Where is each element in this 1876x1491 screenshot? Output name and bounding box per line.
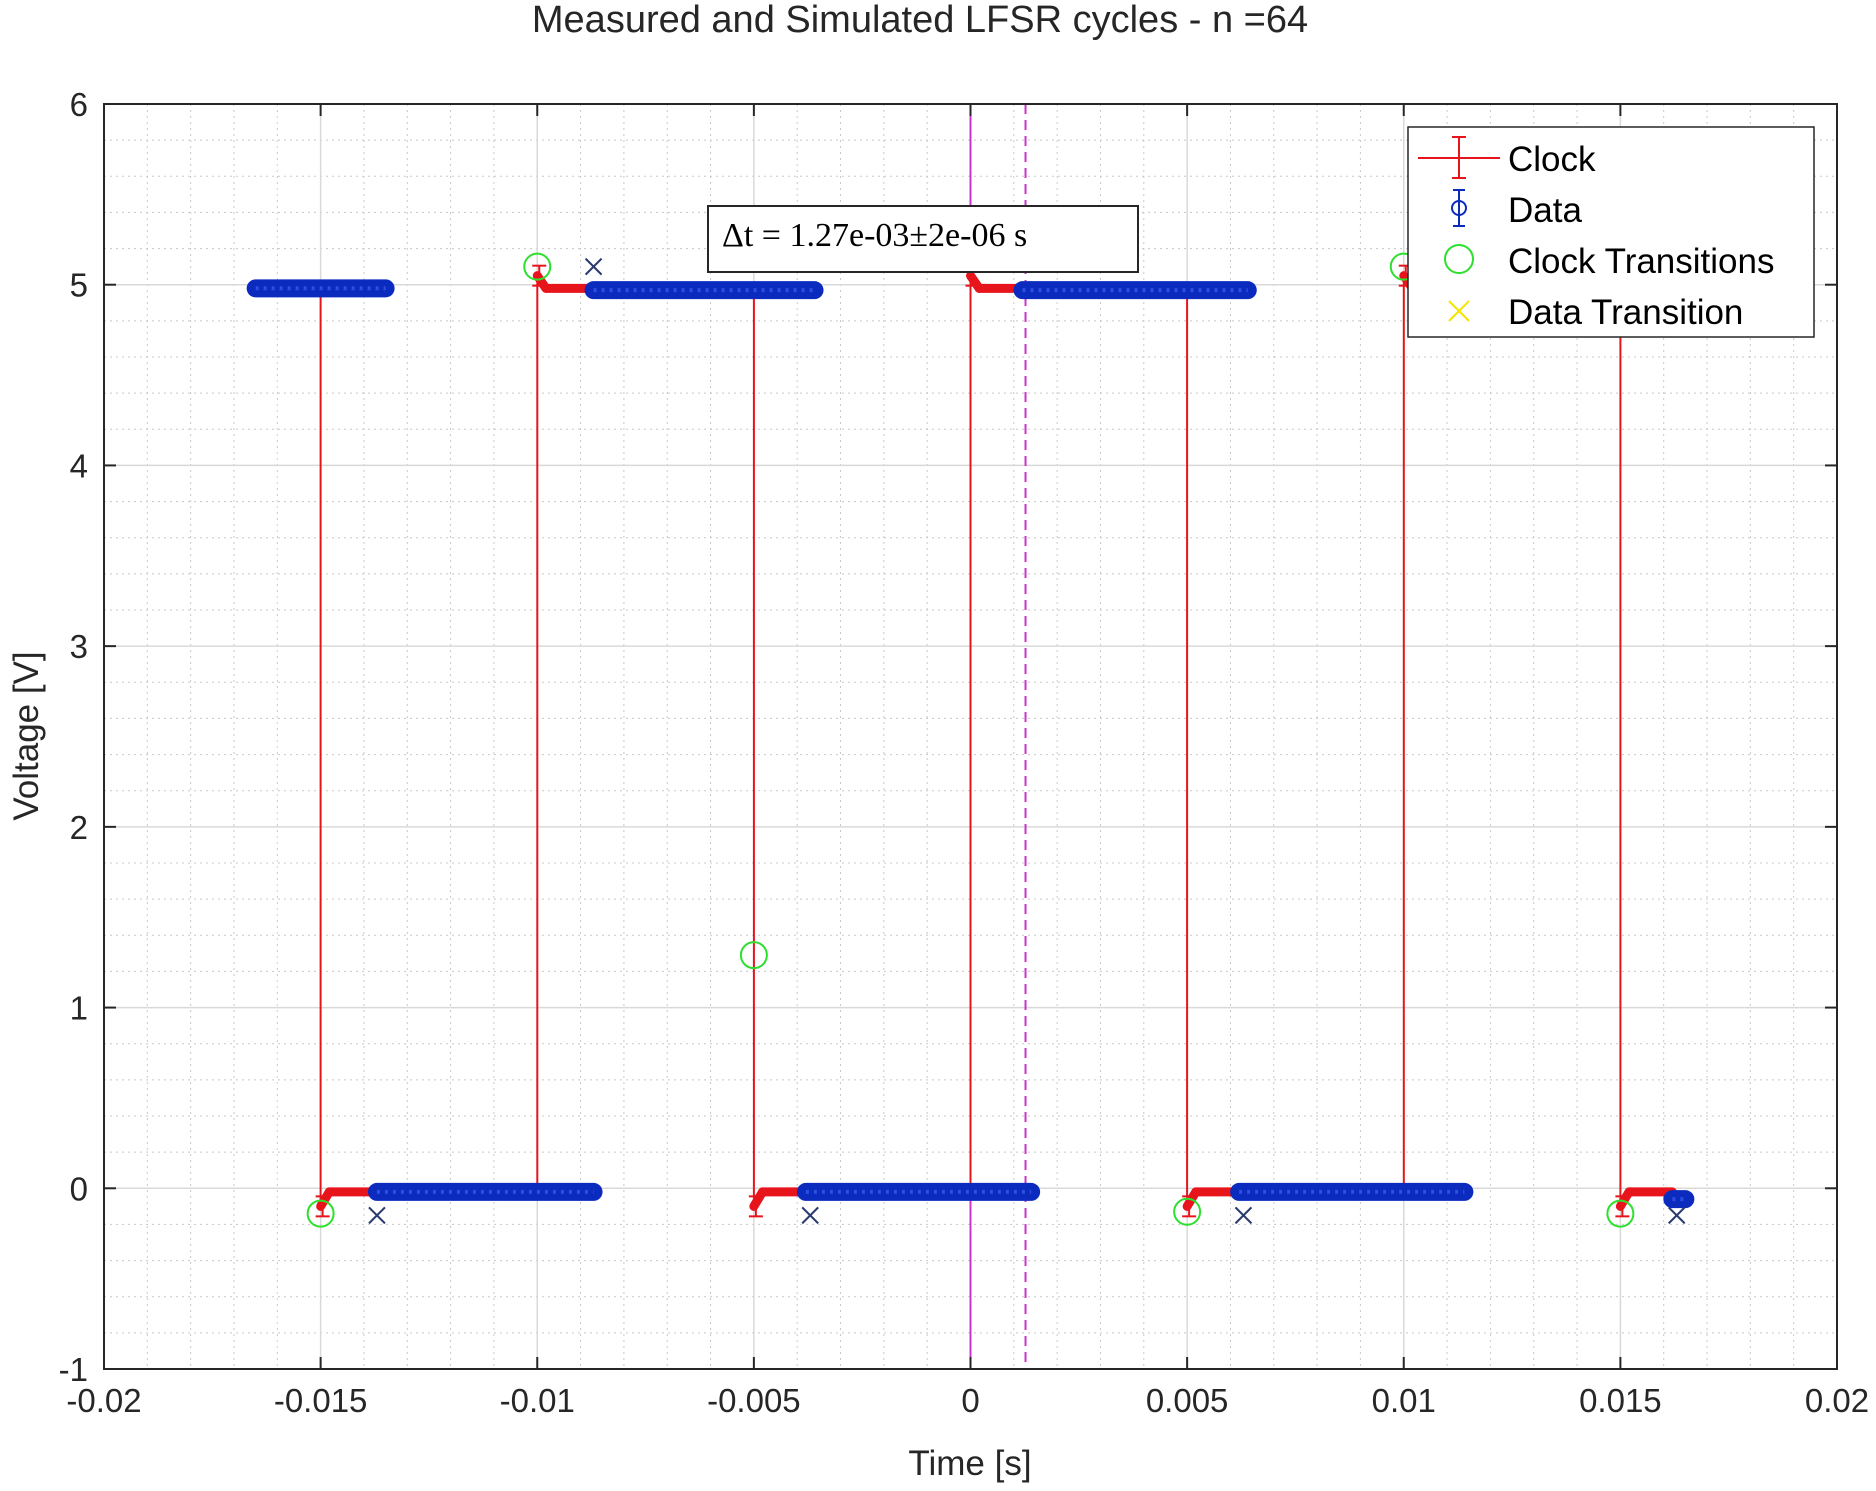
x-tick-label: 0.01 <box>1372 1382 1436 1419</box>
x-tick-label: 0.005 <box>1146 1382 1229 1419</box>
annotation-text: Δt = 1.27e-03±2e-06 s <box>722 217 1027 254</box>
legend-clock-symbol <box>1418 136 1500 179</box>
data-transition-marker <box>1667 1206 1686 1225</box>
chart-title: Measured and Simulated LFSR cycles - n =… <box>532 0 1308 41</box>
data-transition-marker <box>1234 1206 1253 1225</box>
x-tick-label: -0.02 <box>66 1382 141 1419</box>
data-transition-marker <box>368 1206 386 1225</box>
x-tick-label: 0 <box>961 1382 979 1419</box>
data-transition-marker <box>801 1206 819 1225</box>
y-tick-label: -1 <box>59 1351 88 1388</box>
legend-box <box>1407 126 1815 338</box>
legend-data-transition-label: Data Transition <box>1508 293 1743 332</box>
x-tick-label: -0.005 <box>707 1382 801 1419</box>
data-transition-stroke <box>1667 1206 1686 1225</box>
y-tick-label: 3 <box>70 628 88 665</box>
legend-data-label: Data <box>1508 191 1582 230</box>
data-series <box>246 279 1695 1209</box>
y-tick-label: 1 <box>70 990 88 1027</box>
x-tick-label: -0.01 <box>500 1382 575 1419</box>
legend-clock-label: Clock <box>1508 140 1596 179</box>
x-axis-label: Time [s] <box>908 1444 1031 1483</box>
clock-transition-marker <box>306 1199 335 1228</box>
clock-transition-marker <box>1606 1199 1635 1228</box>
legend-data-symbol <box>1451 189 1467 227</box>
delta-annotation: Δt = 1.27e-03±2e-06 s <box>707 205 1139 273</box>
clock-transition-marker <box>739 941 768 970</box>
tick-labels: -0.02 -0.015 -0.01 -0.005 0 0.005 0.01 0.015 0.0… <box>59 86 1869 1419</box>
minor-grid <box>104 104 1837 1369</box>
data-transition-marker <box>584 257 603 276</box>
y-tick-label: 4 <box>70 447 88 484</box>
x-tick-label: 0.02 <box>1805 1382 1869 1419</box>
y-tick-label: 0 <box>70 1170 88 1207</box>
legend: Clock Data Clock Transitions Data Transi… <box>1407 126 1815 338</box>
x-tick-label: 0.015 <box>1579 1382 1662 1419</box>
clock-transition-marker <box>523 252 552 281</box>
y-tick-label: 5 <box>70 267 88 304</box>
data-transition-stroke <box>584 257 603 276</box>
transition-markers <box>306 252 1686 1228</box>
y-tick-label: 6 <box>70 86 88 123</box>
y-axis-label: Voltage [V] <box>7 651 46 820</box>
legend-data-transition-symbol <box>1448 300 1470 322</box>
legend-clock-transitions-symbol <box>1444 244 1474 274</box>
data-transition-stroke <box>368 1206 386 1225</box>
axis-ticks <box>103 103 1838 1370</box>
y-tick-label: 2 <box>70 809 88 846</box>
data-transition-stroke <box>801 1206 819 1225</box>
legend-clock-transitions-label: Clock Transitions <box>1508 242 1774 281</box>
clock-transition-marker <box>1173 1197 1202 1226</box>
annotation-box <box>707 205 1139 273</box>
x-tick-label: -0.015 <box>274 1382 368 1419</box>
data-transition-stroke <box>1234 1206 1253 1225</box>
